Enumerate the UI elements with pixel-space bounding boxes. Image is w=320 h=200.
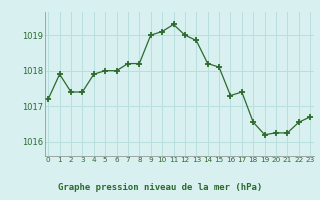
Text: Graphe pression niveau de la mer (hPa): Graphe pression niveau de la mer (hPa) bbox=[58, 183, 262, 192]
